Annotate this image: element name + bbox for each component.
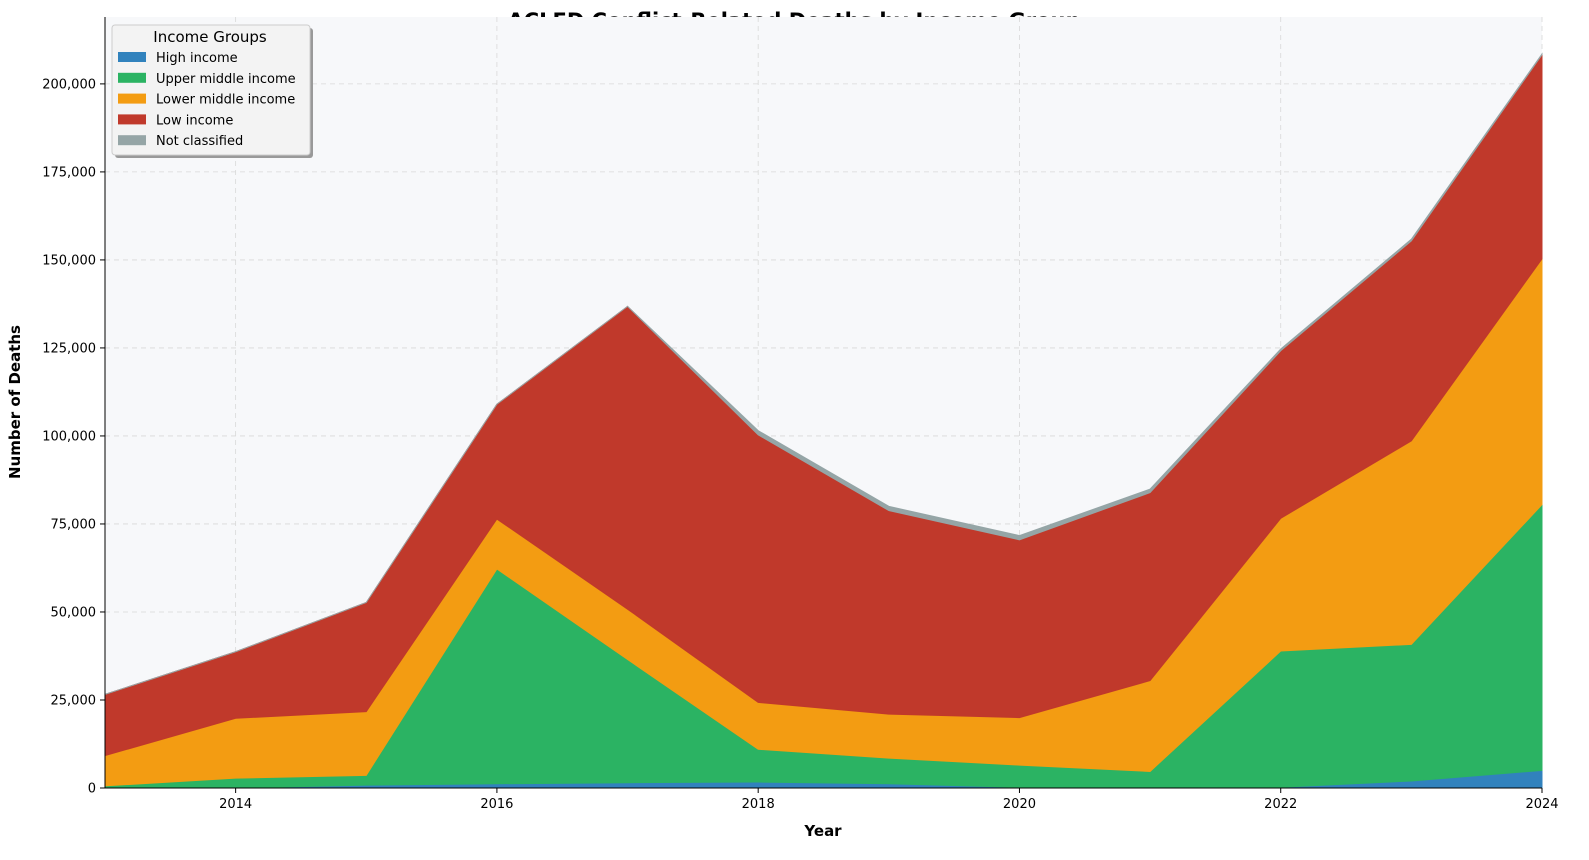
area-not-classified	[104, 52, 1543, 695]
y-tick-label: 50,000	[51, 605, 97, 620]
legend-label-high-income: High income	[156, 51, 238, 66]
y-tick-label: 175,000	[42, 165, 96, 180]
plot-area: 0 25,000 50,000 75,000 100,000 125,000 150,000…	[42, 17, 1559, 812]
x-tick-label: 2014	[219, 797, 252, 812]
legend: Income Groups High income Upper middle in…	[111, 24, 313, 158]
legend-label-lower-middle-income: Lower middle income	[156, 93, 295, 108]
legend-swatch-not-classified	[118, 135, 146, 146]
legend-items: High income Upper middle income Lower midd…	[118, 51, 296, 149]
x-tick-label: 2018	[742, 797, 775, 812]
legend-swatch-high-income	[118, 52, 146, 62]
legend-title: Income Groups	[153, 28, 267, 46]
y-tick-label: 200,000	[42, 77, 96, 92]
legend-label-low-income: Low income	[156, 113, 233, 128]
x-tick-label: 2020	[1003, 797, 1036, 812]
x-axis-label: Year	[803, 822, 842, 840]
y-tick-label: 125,000	[42, 341, 96, 356]
legend-frame	[111, 24, 311, 156]
x-tick-label: 2022	[1264, 797, 1297, 812]
y-tick-label: 25,000	[51, 693, 97, 708]
legend-swatch-lower-middle-income	[118, 93, 146, 104]
x-tick-label: 2024	[1525, 797, 1558, 812]
y-tick-label: 75,000	[51, 517, 97, 532]
legend-label-not-classified: Not classified	[156, 134, 243, 149]
legend-swatch-upper-middle-income	[118, 72, 146, 83]
axis-ticks: 0 25,000 50,000 75,000 100,000 125,000 150,000…	[42, 77, 1558, 812]
legend-label-upper-middle-income: Upper middle income	[156, 72, 296, 87]
y-tick-label: 150,000	[42, 253, 96, 268]
y-axis-label: Number of Deaths	[6, 325, 24, 479]
legend-swatch-low-income	[118, 114, 146, 125]
y-tick-label: 100,000	[42, 429, 96, 444]
y-tick-label: 0	[88, 782, 96, 797]
x-tick-label: 2016	[480, 797, 513, 812]
stacked-areas	[104, 52, 1543, 789]
